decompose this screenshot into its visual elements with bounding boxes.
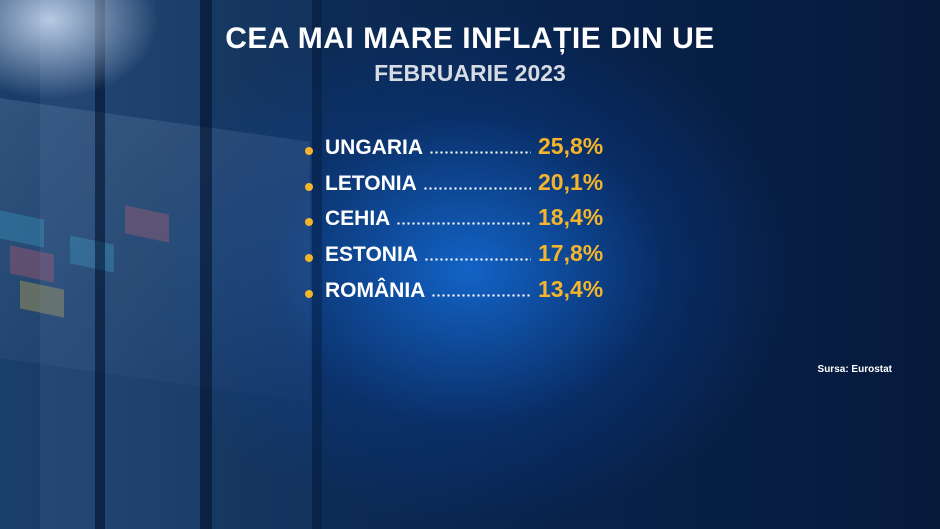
inflation-value: 17,8% (538, 240, 604, 267)
name-group: UNGARIA (325, 136, 531, 160)
list-item: LETONIA 20,1% (305, 169, 603, 205)
stripe (200, 0, 212, 529)
inflation-value: 18,4% (538, 204, 604, 231)
dot-leader (396, 222, 531, 226)
bullet (305, 218, 313, 227)
inflation-value: 13,4% (538, 275, 604, 302)
source: Sursa: Eurostat (817, 364, 892, 375)
list-item: ROMÂNIA 13,4% (305, 276, 603, 312)
title: CEA MAI MARE INFLAȚIE DIN UE (225, 22, 715, 55)
dot-leader (431, 293, 531, 297)
country-name: ROMÂNIA (325, 278, 426, 302)
country-name: ESTONIA (325, 243, 418, 267)
name-group: ROMÂNIA (325, 279, 531, 303)
country-name: LETONIA (325, 171, 417, 195)
stripe (95, 0, 105, 529)
dot-leader (422, 186, 531, 190)
inflation-value: 25,8% (538, 133, 604, 159)
dot-leader (429, 151, 531, 154)
inflation-list: UNGARIA 25,8% LETONIA 20,1% CEHIA 18,4% ESTONI… (305, 133, 603, 311)
subtitle: FEBRUARIE 2023 (374, 60, 566, 86)
bullet (305, 253, 313, 262)
name-group: LETONIA (325, 172, 531, 196)
bullet (305, 182, 313, 191)
light-glow (0, 0, 160, 100)
country-name: UNGARIA (325, 136, 423, 159)
inflation-value: 20,1% (538, 168, 604, 195)
dot-leader (423, 258, 531, 262)
stripe (212, 0, 312, 529)
bullet (305, 289, 313, 298)
list-item: CEHIA 18,4% (305, 204, 603, 240)
bullet (305, 146, 313, 155)
stripe (312, 0, 322, 529)
name-group: ESTONIA (325, 243, 531, 267)
list-item: ESTONIA 17,8% (305, 240, 603, 276)
name-group: CEHIA (325, 207, 531, 231)
list-item: UNGARIA 25,8% (305, 133, 603, 169)
country-name: CEHIA (325, 207, 391, 231)
